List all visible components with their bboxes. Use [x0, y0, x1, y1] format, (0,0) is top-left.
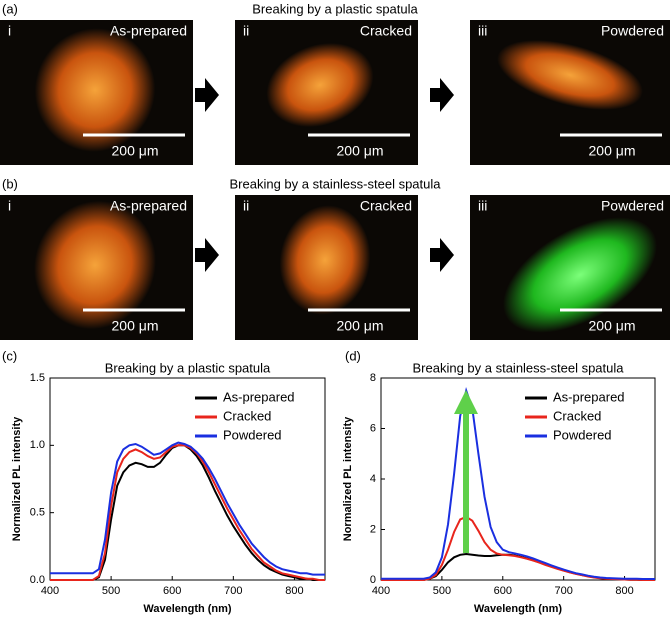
spectrum-line: [50, 441, 325, 576]
spectrum-line: [50, 444, 325, 581]
crystal: [503, 217, 657, 333]
panel-label: (c): [2, 348, 17, 363]
y-axis-label: Normalized PL intensity: [342, 416, 354, 541]
crystal: [266, 42, 374, 128]
panel-index: ii: [243, 23, 249, 39]
legend-label: As-prepared: [223, 389, 295, 404]
panel-index: iii: [478, 23, 487, 39]
micrograph: iii Powdered 200 μm: [470, 20, 670, 165]
arrow: [195, 78, 219, 112]
scale-label: 200 μm: [589, 318, 636, 334]
chart-title: Breaking by a stainless-steel spatula: [412, 360, 624, 375]
row-title: Breaking by a plastic spatula: [252, 1, 418, 16]
row-title: Breaking by a stainless-steel spatula: [229, 176, 441, 191]
panel-label: (d): [345, 348, 361, 363]
panel-label: (a): [2, 1, 18, 16]
y-tick-label: 1.5: [30, 372, 45, 384]
y-tick-label: 6: [370, 422, 376, 434]
panel-state: As-prepared: [110, 198, 187, 214]
x-tick-label: 400: [41, 585, 59, 597]
micrograph: ii Cracked 200 μm: [235, 195, 418, 340]
x-tick-label: 700: [224, 585, 242, 597]
panel-state: Cracked: [360, 23, 412, 39]
panel-label: (b): [2, 176, 18, 191]
x-tick-label: 600: [163, 585, 181, 597]
spectrum-line: [381, 515, 655, 581]
panel-state: As-prepared: [110, 23, 187, 39]
panel-state: Powdered: [601, 198, 664, 214]
y-tick-label: 1.0: [30, 439, 45, 451]
plot-frame: [380, 377, 656, 581]
y-tick-label: 2: [370, 523, 376, 535]
x-axis-label: Wavelength (nm): [143, 603, 232, 615]
legend-label: Cracked: [223, 408, 271, 423]
y-tick-label: 0.0: [30, 574, 45, 586]
scale-label: 200 μm: [337, 318, 384, 334]
y-tick-label: 8: [370, 372, 376, 384]
legend-label: Powdered: [553, 427, 612, 442]
x-tick-label: 500: [433, 585, 451, 597]
legend-label: Cracked: [553, 408, 601, 423]
x-tick-label: 800: [285, 585, 303, 597]
arrow: [430, 238, 454, 272]
y-tick-label: 0.5: [30, 507, 45, 519]
micrograph: i As-prepared 200 μm: [0, 195, 193, 340]
panel-index: ii: [243, 198, 249, 214]
x-tick-label: 800: [615, 585, 633, 597]
scale-label: 200 μm: [589, 143, 636, 159]
scale-label: 200 μm: [112, 318, 159, 334]
micrograph: i As-prepared 200 μm: [0, 20, 193, 165]
panel-state: Cracked: [360, 198, 412, 214]
panel-index: i: [8, 23, 11, 39]
panel-index: iii: [478, 198, 487, 214]
micrograph: iii Powdered 200 μm: [470, 195, 670, 340]
x-tick-label: 600: [494, 585, 512, 597]
x-axis-label: Wavelength (nm): [474, 603, 563, 615]
x-tick-label: 500: [102, 585, 120, 597]
scale-label: 200 μm: [112, 143, 159, 159]
spectrum-line: [381, 387, 655, 580]
panel-index: i: [8, 198, 11, 214]
scale-label: 200 μm: [337, 143, 384, 159]
plot-frame: [49, 377, 326, 581]
legend-label: Powdered: [223, 427, 282, 442]
crystal: [34, 200, 156, 330]
crystal: [497, 40, 643, 110]
arrow: [195, 238, 219, 272]
y-tick-label: 0: [370, 574, 376, 586]
chart-title: Breaking by a plastic spatula: [105, 360, 271, 375]
spectrum-line: [50, 444, 325, 581]
micrograph: ii Cracked 200 μm: [235, 20, 418, 165]
x-tick-label: 400: [372, 585, 390, 597]
arrow: [430, 78, 454, 112]
spectrum-line: [381, 552, 655, 581]
y-axis-label: Normalized PL intensity: [11, 416, 23, 541]
crystal: [34, 28, 156, 152]
crystal: [279, 205, 371, 315]
y-tick-label: 4: [370, 473, 376, 485]
x-tick-label: 700: [554, 585, 572, 597]
panel-state: Powdered: [601, 23, 664, 39]
legend-label: As-prepared: [553, 389, 625, 404]
